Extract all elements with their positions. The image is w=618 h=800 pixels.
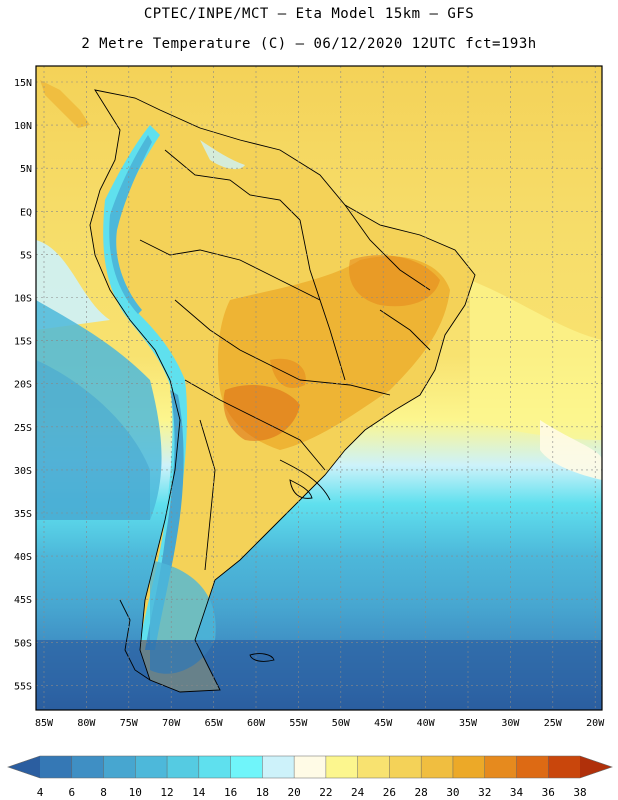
legend-swatch <box>262 756 295 778</box>
legend-label: 12 <box>160 786 173 799</box>
legend-label: 10 <box>129 786 142 799</box>
map-subtitle: 2 Metre Temperature (C) – 06/12/2020 12U… <box>81 36 537 52</box>
legend-label: 20 <box>287 786 300 799</box>
lon-tick-label: 35W <box>459 718 478 729</box>
legend-label: 36 <box>542 786 555 799</box>
lat-tick-label: 40S <box>14 552 32 563</box>
legend-swatch <box>516 756 549 778</box>
lat-tick-label: 20S <box>14 380 32 391</box>
legend-swatch <box>230 756 263 778</box>
legend-swatch <box>389 756 422 778</box>
lon-tick-label: 45W <box>374 718 393 729</box>
legend-label: 18 <box>256 786 269 799</box>
legend-arrow-low <box>8 756 40 778</box>
legend-label: 4 <box>37 786 44 799</box>
lat-tick-label: 50S <box>14 638 32 649</box>
legend-swatch <box>548 756 581 778</box>
legend-outline <box>7 755 613 779</box>
legend-swatch <box>452 756 486 778</box>
legend-label: 34 <box>510 786 524 799</box>
country-borders <box>89 89 476 693</box>
legend-swatch <box>135 756 168 778</box>
color-legend: 4 6 8 10 12 14 16 18 20 22 24 26 28 30 32 34 36 38 <box>7 755 613 799</box>
legend-label: 38 <box>573 786 586 799</box>
map-title: CPTEC/INPE/MCT – Eta Model 15km – GFS <box>143 6 475 22</box>
lon-tick-label: 20W <box>586 718 605 729</box>
legend-swatch <box>357 756 390 778</box>
legend-label: 14 <box>192 786 206 799</box>
legend-label: 22 <box>319 786 332 799</box>
lon-tick-label: 85W <box>35 718 54 729</box>
lat-tick-label: 35S <box>14 509 32 520</box>
lon-tick-label: 50W <box>332 718 351 729</box>
legend-swatch <box>325 756 359 778</box>
legend-label: 30 <box>446 786 459 799</box>
map-field <box>36 66 602 710</box>
legend-swatch <box>198 756 232 778</box>
lon-tick-label: 30W <box>501 718 520 729</box>
lat-tick-label: 45S <box>14 595 32 606</box>
lat-tick-label: 5S <box>20 250 32 261</box>
lat-tick-label: 55S <box>14 681 32 692</box>
lat-tick-label: 10S <box>14 294 32 305</box>
lat-tick-label: 10N <box>14 121 32 132</box>
legend-label: 32 <box>478 786 491 799</box>
lon-tick-label: 80W <box>77 718 96 729</box>
lon-tick-label: 40W <box>417 718 436 729</box>
lat-tick-label: 30S <box>14 466 32 477</box>
legend-label: 6 <box>68 786 75 799</box>
lon-tick-label: 60W <box>247 718 266 729</box>
legend-label: 16 <box>224 786 237 799</box>
lat-tick-label: 5N <box>20 164 32 175</box>
legend-arrow-high <box>580 756 612 778</box>
legend-label: 28 <box>415 786 428 799</box>
legend-label: 8 <box>100 786 107 799</box>
legend-swatch <box>103 756 136 778</box>
legend-swatch <box>484 756 517 778</box>
map-frame <box>35 65 603 711</box>
lon-tick-label: 55W <box>289 718 308 729</box>
lat-tick-label: 15N <box>14 78 32 89</box>
legend-swatch <box>294 756 327 778</box>
legend-label: 24 <box>351 786 365 799</box>
lat-tick-label: 15S <box>14 337 32 348</box>
lon-tick-label: 25W <box>544 718 563 729</box>
legend-swatch <box>167 756 200 778</box>
lon-tick-label: 70W <box>162 718 181 729</box>
legend-swatch <box>40 756 73 778</box>
graticule <box>36 66 602 710</box>
lon-tick-label: 65W <box>205 718 224 729</box>
latitude-labels: 15N 10N 5N EQ 5S 10S 15S 20S 25S 30S 35S 40S 45S 50S 5… <box>14 78 32 692</box>
legend-label: 26 <box>383 786 396 799</box>
lat-tick-label: 25S <box>14 423 32 434</box>
legend-swatch <box>421 756 454 778</box>
lon-tick-label: 75W <box>120 718 139 729</box>
longitude-labels: 85W 80W 75W 70W 65W 60W 55W 50W 45W 40W 35W 30W 25W 2… <box>35 718 605 729</box>
legend-swatch <box>71 756 105 778</box>
lat-tick-label: EQ <box>20 207 32 218</box>
